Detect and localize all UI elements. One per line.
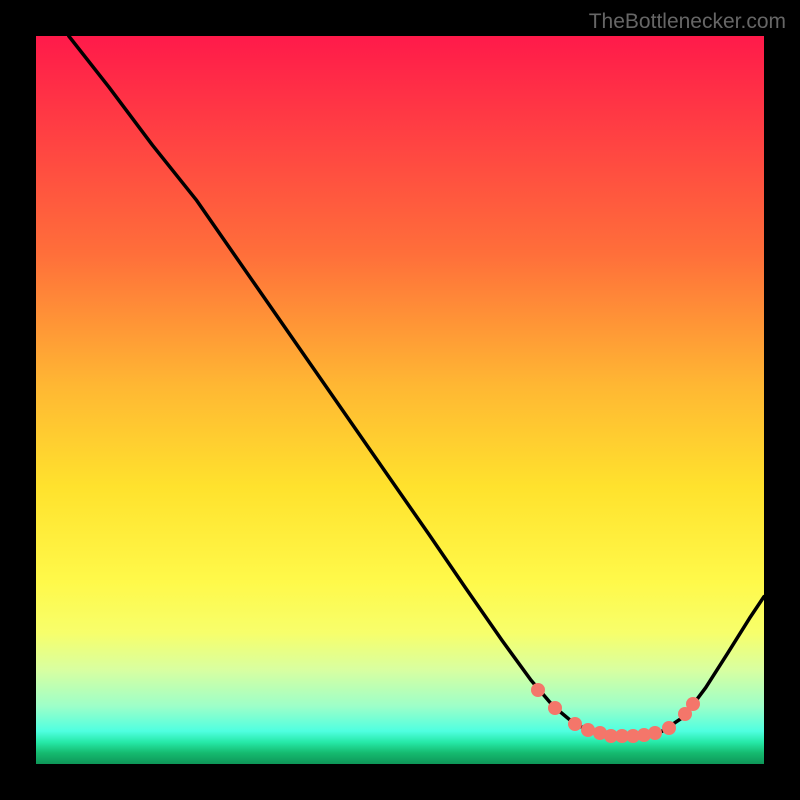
- data-marker: [662, 721, 676, 735]
- data-marker: [531, 683, 545, 697]
- data-marker: [568, 717, 582, 731]
- watermark-text: TheBottlenecker.com: [589, 10, 786, 34]
- bottleneck-curve: [69, 36, 764, 736]
- data-marker: [648, 726, 662, 740]
- plot-area: [36, 36, 764, 764]
- data-marker: [548, 701, 562, 715]
- data-marker: [686, 697, 700, 711]
- curve-layer: [36, 36, 764, 764]
